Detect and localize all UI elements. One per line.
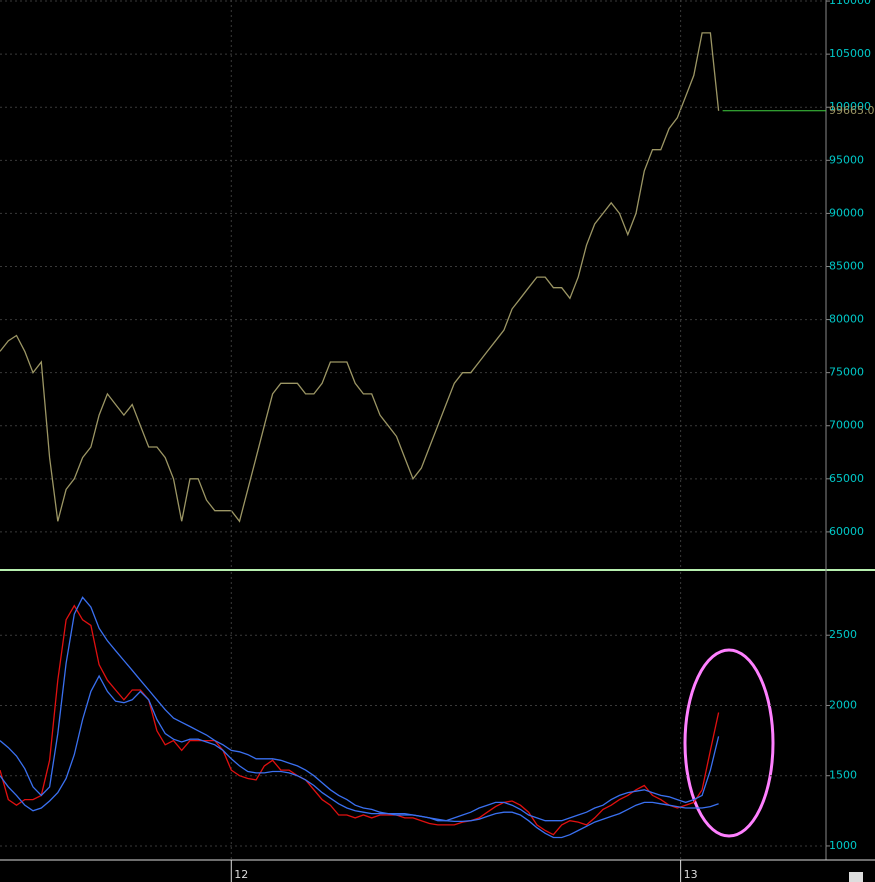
x-tick-label: 12 [234, 868, 248, 881]
price-line [0, 32, 720, 523]
last-price-label: 99665.0 [829, 104, 875, 117]
indicator-line [0, 674, 719, 839]
y-tick-label: 90000 [829, 206, 864, 219]
indicator-line [0, 604, 720, 836]
y-tick-label: 65000 [829, 472, 864, 485]
y-tick-label: 60000 [829, 525, 864, 538]
y-tick-label: 1500 [829, 769, 857, 782]
highlight-ellipse [683, 648, 775, 838]
y-tick-label: 105000 [829, 47, 871, 60]
y-tick-label: 85000 [829, 259, 864, 272]
y-tick-label: 2500 [829, 628, 857, 641]
y-tick-label: 100000 [829, 100, 871, 113]
y-tick-label: 110000 [829, 0, 871, 7]
y-tick-label: 2000 [829, 698, 857, 711]
x-tick-label: 13 [684, 868, 698, 881]
y-tick-label: 1000 [829, 839, 857, 852]
indicator-line [0, 596, 720, 822]
y-tick-label: 70000 [829, 419, 864, 432]
y-tick-label: 80000 [829, 313, 864, 326]
corner-icon [849, 872, 863, 882]
y-tick-label: 95000 [829, 153, 864, 166]
y-tick-label: 75000 [829, 366, 864, 379]
